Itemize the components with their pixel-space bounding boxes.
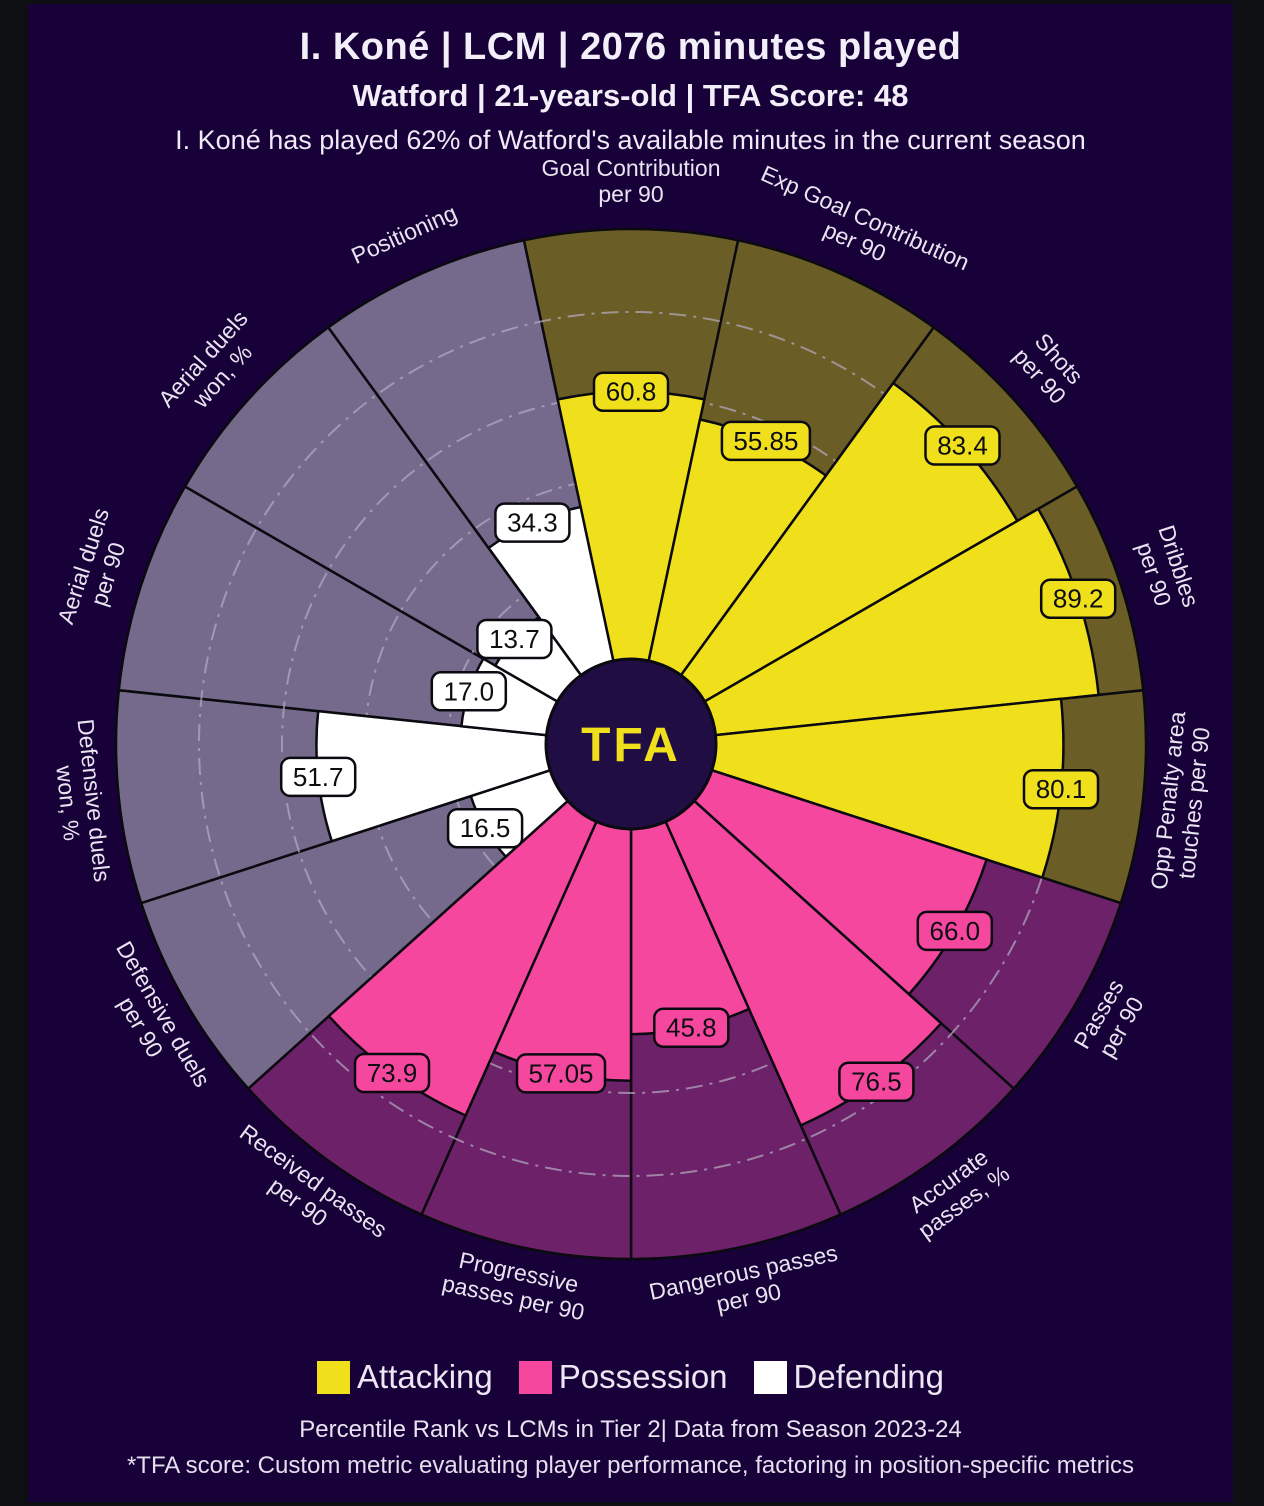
value-label-exp-goal-contribution-per-90: 55.85 xyxy=(720,420,812,462)
page-title: I. Koné | LCM | 2076 minutes played xyxy=(299,26,962,68)
slice-name-defensive-duels-won: Defensive duelswon, % xyxy=(47,718,116,886)
svg-text:57.05: 57.05 xyxy=(528,1058,593,1088)
center-circle xyxy=(544,657,718,831)
legend-item-possession: Possession xyxy=(518,1358,728,1396)
svg-text:80.1: 80.1 xyxy=(1036,774,1087,804)
svg-text:45.8: 45.8 xyxy=(666,1013,717,1043)
value-label-passes-per-90: 66.0 xyxy=(916,910,994,952)
pizza-chart: TFA 60.8 55.85 83.4 89.2 80.1 66.0 76.5 45.8 57.0… xyxy=(47,155,1216,1325)
svg-text:51.7: 51.7 xyxy=(293,762,344,792)
legend: Attacking Possession Defending xyxy=(28,1358,1233,1396)
minutes-played-note: I. Koné has played 62% of Watford's avai… xyxy=(175,125,1086,155)
value-label-shots-per-90: 83.4 xyxy=(924,425,1001,466)
slice-name-opp-penalty-area-touches-per-90: Opp Penalty areatouches per 90 xyxy=(1146,710,1216,894)
legend-swatch-possession xyxy=(518,1360,552,1394)
svg-text:16.5: 16.5 xyxy=(460,813,511,843)
svg-text:13.7: 13.7 xyxy=(489,624,540,654)
slice-name-aerial-duels-per-90: Aerial duelsper 90 xyxy=(52,505,139,635)
svg-text:34.3: 34.3 xyxy=(507,508,558,538)
slice-name-positioning: Positioning xyxy=(347,199,460,269)
svg-text:17.0: 17.0 xyxy=(443,676,494,706)
legend-item-defending: Defending xyxy=(753,1358,944,1396)
svg-text:83.4: 83.4 xyxy=(937,431,988,461)
value-label-aerial-duels-per-90: 17.0 xyxy=(430,671,508,712)
legend-label-possession: Possession xyxy=(558,1358,728,1395)
slice-name-goal-contribution-per-90: Goal Contribution per 90 xyxy=(542,155,721,207)
value-label-aerial-duels-won: 13.7 xyxy=(476,618,553,660)
value-label-opp-penalty-area-touches-per-90: 80.1 xyxy=(1022,768,1100,810)
legend-label-defending: Defending xyxy=(793,1358,944,1395)
value-label-dribbles-per-90: 89.2 xyxy=(1039,578,1117,619)
value-label-defensive-duels-per-90: 16.5 xyxy=(446,807,524,849)
data-source-note: Percentile Rank vs LCMs in Tier 2| Data … xyxy=(299,1416,962,1443)
value-label-accurate-passes: 76.5 xyxy=(838,1061,915,1102)
value-label-received-passes-per-90: 73.9 xyxy=(353,1052,431,1094)
header: I. Koné | LCM | 2076 minutes played Watf… xyxy=(28,4,1233,156)
value-label-progressive-passes-per-90: 57.05 xyxy=(515,1053,607,1094)
value-label-dangerous-passes-per-90: 45.8 xyxy=(653,1007,730,1048)
svg-text:60.8: 60.8 xyxy=(606,377,657,407)
tfa-logo: TFA xyxy=(581,719,681,772)
value-label-defensive-duels-won: 51.7 xyxy=(279,756,357,798)
svg-text:89.2: 89.2 xyxy=(1053,584,1104,614)
infographic-canvas: I. Koné | LCM | 2076 minutes played Watf… xyxy=(28,4,1233,1502)
tfa-score-footnote: *TFA score: Custom metric evaluating pla… xyxy=(126,1452,1135,1479)
legend-swatch-defending xyxy=(753,1360,787,1394)
svg-text:55.85: 55.85 xyxy=(733,426,798,456)
legend-swatch-attacking xyxy=(317,1360,351,1394)
value-label-goal-contribution-per-90: 60.8 xyxy=(592,371,670,412)
slice-name-dribbles-per-90: Dribblesper 90 xyxy=(1129,522,1205,618)
svg-text:73.9: 73.9 xyxy=(367,1058,418,1088)
page-subtitle: Watford | 21-years-old | TFA Score: 48 xyxy=(352,78,909,113)
value-label-positioning: 34.3 xyxy=(494,502,571,543)
legend-item-attacking: Attacking xyxy=(317,1358,493,1396)
legend-label-attacking: Attacking xyxy=(357,1358,493,1395)
svg-text:66.0: 66.0 xyxy=(929,916,980,946)
slice-name-shots-per-90: Shotsper 90 xyxy=(1008,326,1090,409)
svg-text:76.5: 76.5 xyxy=(851,1067,902,1097)
